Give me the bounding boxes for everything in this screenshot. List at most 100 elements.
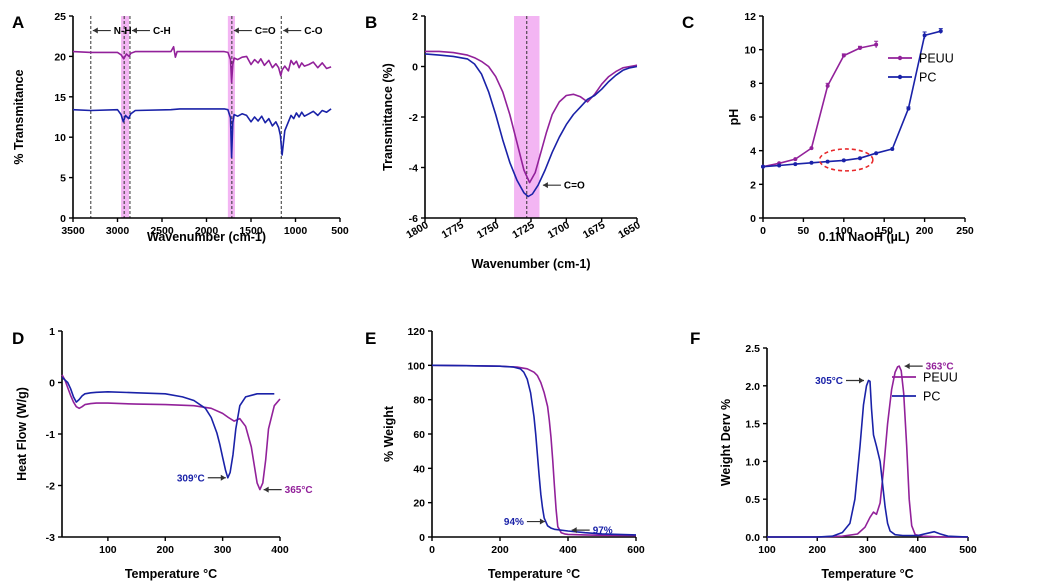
annotation: C=O: [233, 26, 276, 37]
legend-marker: [897, 74, 903, 80]
annotation: 309°C: [177, 473, 226, 484]
y-tick-label: 10: [54, 132, 66, 144]
y-tick-label: 0: [419, 532, 425, 544]
annotation: C-O: [283, 26, 323, 37]
series-line-peuu: [72, 45, 332, 84]
series-line-peuu: [431, 364, 637, 537]
series-line-pc: [431, 364, 637, 536]
annotation: 97%: [571, 526, 613, 537]
x-axis-title: Temperature °C: [821, 567, 913, 581]
y-axis-title: Transmittance (%): [381, 63, 395, 171]
x-tick-label: 1700: [546, 219, 572, 241]
y-tick-label: 40: [413, 463, 425, 475]
x-tick-label: 400: [271, 544, 289, 556]
y-tick-label: 4: [750, 146, 756, 158]
series-line-pc: [762, 30, 942, 168]
legend-label: PEUU: [919, 52, 954, 66]
x-tick-label: 1775: [440, 219, 466, 241]
highlight-ellipse: [818, 148, 874, 172]
arrow-head: [220, 474, 226, 481]
x-tick-label: 1675: [581, 219, 607, 241]
annotation-label: 97%: [593, 526, 613, 537]
y-tick-label: 1.0: [745, 456, 760, 468]
arrow-head: [858, 377, 864, 384]
data-point: [841, 158, 846, 163]
panel-c: C 0 50 100 150 200 250 0 2 4 6 8 10 12 0.1N NaOH (µL) p…: [682, 11, 974, 244]
data-point: [793, 162, 798, 167]
series-line-pc: [61, 376, 275, 479]
x-axis-title: Temperature °C: [125, 567, 217, 581]
x-tick-label: 200: [808, 544, 826, 556]
x-tick-label: 300: [214, 544, 232, 556]
annotation: 363°C: [904, 362, 954, 373]
x-tick-label: 500: [959, 544, 977, 556]
y-tick-label: 0: [60, 213, 66, 225]
x-tick-label: 1650: [616, 219, 642, 241]
data-point: [825, 83, 830, 88]
y-tick-label: 80: [413, 395, 425, 407]
y-axis-title: Heat Flow (W/g): [15, 387, 29, 481]
data-point: [793, 157, 798, 162]
y-axis-title: pH: [727, 109, 741, 126]
data-point: [857, 45, 862, 50]
panel-label: E: [365, 329, 376, 348]
data-point: [857, 156, 862, 161]
y-tick-label: 2: [412, 11, 418, 23]
x-axis-title: Wavenumber (cm-1): [147, 230, 266, 244]
legend-label: PC: [923, 390, 940, 404]
annotation-label: C-O: [304, 26, 323, 37]
y-tick-label: -2: [46, 481, 55, 493]
data-point: [761, 164, 765, 169]
y-tick-label: 100: [407, 360, 425, 372]
data-point: [809, 146, 814, 151]
data-point: [922, 33, 927, 38]
x-tick-label: 3000: [106, 225, 130, 237]
x-tick-label: 150: [875, 225, 893, 237]
x-tick-label: 100: [758, 544, 776, 556]
series-line-pc: [424, 53, 638, 198]
panel-label: D: [12, 329, 24, 348]
x-tick-label: 1750: [475, 219, 501, 241]
y-tick-label: 5: [60, 173, 66, 185]
y-axis-title: Weight Derv %: [719, 399, 733, 486]
annotation-label: 305°C: [815, 376, 843, 387]
y-tick-label: -6: [409, 213, 418, 225]
panel-f: F 100 200 300 400 500 0.0 0.5 1.0 1.5 2.0 2.5 Temper…: [690, 329, 977, 581]
annotation-label: 309°C: [177, 473, 205, 484]
x-tick-label: 250: [956, 225, 974, 237]
arrow-head: [263, 486, 269, 493]
data-point: [890, 146, 895, 151]
series-line-pc: [72, 108, 332, 159]
annotation-label: 94%: [504, 517, 524, 528]
x-axis-title: Temperature °C: [488, 567, 580, 581]
x-axis-title: 0.1N NaOH (µL): [818, 230, 909, 244]
x-tick-label: 100: [99, 544, 117, 556]
y-tick-label: 0.5: [745, 494, 760, 506]
x-tick-label: 0: [760, 225, 766, 237]
y-tick-label: -1: [46, 429, 55, 441]
x-tick-label: 3500: [61, 225, 85, 237]
x-tick-label: 100: [835, 225, 853, 237]
annotation: N-H: [92, 26, 132, 37]
y-tick-label: 2.5: [745, 343, 760, 355]
x-tick-label: 2000: [195, 225, 219, 237]
y-tick-label: 0: [412, 62, 418, 74]
x-tick-label: 1725: [510, 219, 536, 241]
y-axis-title: % Transmitance: [12, 69, 26, 164]
x-tick-label: 300: [859, 544, 877, 556]
arrow-head: [542, 182, 548, 189]
data-point: [874, 151, 879, 156]
y-tick-label: -4: [409, 163, 418, 175]
y-tick-label: 25: [54, 11, 66, 23]
legend-marker: [897, 55, 903, 61]
x-tick-label: 200: [156, 544, 174, 556]
arrow-head: [131, 27, 137, 34]
arrow-head: [571, 527, 577, 534]
panel-label: A: [12, 13, 24, 32]
x-tick-label: 400: [909, 544, 927, 556]
panel-e: E 0 200 400 600 0 20 40 60 80 100 120 Temperature °C…: [365, 326, 645, 581]
panel-a: A 3500 3000 2500 2000 1500 1000 500 0 5 10 15 20 25 Wa…: [12, 11, 349, 244]
y-axis-title: % Weight: [382, 405, 396, 462]
